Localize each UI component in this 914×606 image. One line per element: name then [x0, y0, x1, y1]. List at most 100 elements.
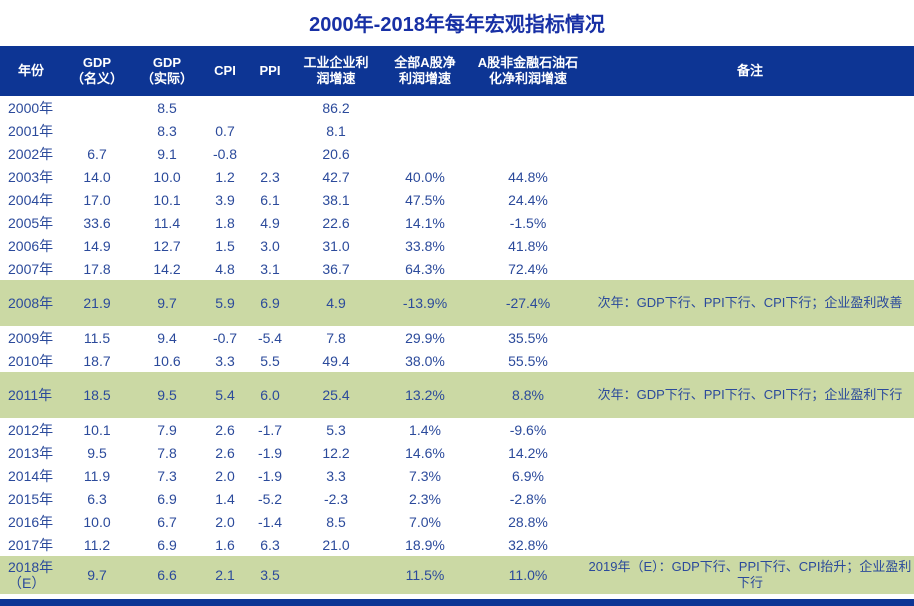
cell-industrial-profit-growth: 31.0 [322, 237, 350, 254]
cell-ppi: 3.1 [260, 260, 280, 277]
cell-note [586, 326, 914, 349]
cell-a-share-profit-growth [380, 119, 470, 142]
cell-gdp-real: 9.5 [132, 372, 202, 418]
cell-a-share-profit-growth: 40.0% [405, 168, 445, 185]
cell-year: 2010年 [8, 352, 54, 369]
cell-cpi: -0.7 [212, 329, 238, 346]
cell-ppi: 2.3 [260, 168, 280, 185]
table-row: 2016年 10.0 6.7 2.0 -1.4 8.5 7.0% 28.8% [0, 510, 914, 533]
page-title: 2000年-2018年每年宏观指标情况 [309, 14, 605, 36]
cell-industrial-profit-growth [292, 556, 380, 594]
cell-gdp-nominal [62, 119, 132, 142]
header-row: 年份 GDP （名义） GDP （实际） CPI PPI 工业企业利 润增速 全… [0, 46, 914, 96]
cell-a-share-profit-growth: 2.3% [409, 490, 441, 507]
cell-ppi [248, 119, 292, 142]
cell-a-share-nonfin-profit-growth [470, 119, 586, 142]
cell-a-share-profit-growth: 13.2% [380, 372, 470, 418]
cell-ppi: 6.3 [260, 536, 280, 553]
cell-note [586, 142, 914, 165]
header-gdp-real: GDP （实际） [132, 46, 202, 96]
cell-industrial-profit-growth: 36.7 [322, 260, 350, 277]
cell-industrial-profit-growth: 8.1 [326, 122, 346, 139]
cell-a-share-profit-growth: 64.3% [405, 260, 445, 277]
cell-gdp-nominal: 18.7 [83, 352, 111, 369]
cell-note [586, 441, 914, 464]
cell-year: 2007年 [8, 260, 54, 277]
cell-gdp-real: 7.3 [157, 467, 177, 484]
cell-gdp-nominal: 11.9 [83, 467, 111, 484]
cell-cpi: 2.1 [202, 556, 248, 594]
cell-ppi: -1.9 [257, 467, 283, 484]
cell-cpi: 1.6 [215, 536, 235, 553]
cell-gdp-nominal: 9.5 [87, 444, 107, 461]
cell-industrial-profit-growth: 5.3 [326, 421, 346, 438]
cell-ppi [248, 142, 292, 165]
cell-year: 2006年 [8, 237, 54, 254]
cell-a-share-profit-growth: 38.0% [405, 352, 445, 369]
cell-a-share-profit-growth: 1.4% [409, 421, 441, 438]
cell-a-share-nonfin-profit-growth: 32.8% [508, 536, 548, 553]
cell-ppi: -1.4 [257, 513, 283, 530]
cell-industrial-profit-growth: 25.4 [292, 372, 380, 418]
cell-a-share-nonfin-profit-growth: -27.4% [470, 280, 586, 326]
cell-year: 2003年 [8, 168, 54, 185]
cell-year: 2013年 [8, 444, 54, 461]
cell-note: 次年：GDP下行、PPI下行、CPI下行；企业盈利改善 [586, 280, 914, 326]
header-industrial-profit-growth: 工业企业利 润增速 [292, 46, 380, 96]
cell-note [586, 234, 914, 257]
table-row: 2005年 33.6 11.4 1.8 4.9 22.6 14.1% -1.5% [0, 211, 914, 234]
cell-gdp-real: 9.1 [157, 145, 177, 162]
cell-gdp-nominal: 11.5 [83, 329, 111, 346]
table-row: 2009年 11.5 9.4 -0.7 -5.4 7.8 29.9% 35.5% [0, 326, 914, 349]
cell-industrial-profit-growth: 4.9 [292, 280, 380, 326]
cell-note [586, 487, 914, 510]
bottom-bar [0, 599, 914, 606]
cell-ppi: 6.0 [248, 372, 292, 418]
cell-cpi: 0.7 [215, 122, 235, 139]
cell-cpi: 4.8 [215, 260, 235, 277]
cell-year: 2016年 [8, 513, 54, 530]
cell-industrial-profit-growth: -2.3 [323, 490, 349, 507]
cell-gdp-nominal: 21.9 [62, 280, 132, 326]
cell-year: 2011年 [0, 372, 62, 418]
cell-gdp-nominal: 10.0 [83, 513, 111, 530]
header-gdp-nominal: GDP （名义） [62, 46, 132, 96]
table-row: 2006年 14.9 12.7 1.5 3.0 31.0 33.8% 41.8% [0, 234, 914, 257]
cell-ppi: 3.0 [260, 237, 280, 254]
cell-gdp-nominal: 6.3 [87, 490, 107, 507]
cell-cpi: 1.2 [215, 168, 235, 185]
cell-a-share-nonfin-profit-growth: 44.8% [508, 168, 548, 185]
cell-gdp-real: 6.6 [132, 556, 202, 594]
cell-cpi: 2.6 [215, 444, 235, 461]
cell-ppi: -1.7 [257, 421, 283, 438]
cell-ppi: 3.5 [248, 556, 292, 594]
cell-a-share-profit-growth [380, 96, 470, 119]
cell-note [586, 349, 914, 372]
cell-a-share-nonfin-profit-growth: 55.5% [508, 352, 548, 369]
table-row: 2014年 11.9 7.3 2.0 -1.9 3.3 7.3% 6.9% [0, 464, 914, 487]
header-year: 年份 [0, 46, 62, 96]
cell-industrial-profit-growth: 3.3 [326, 467, 346, 484]
macro-indicators-table: 年份 GDP （名义） GDP （实际） CPI PPI 工业企业利 润增速 全… [0, 46, 914, 594]
cell-a-share-nonfin-profit-growth: 11.0% [470, 556, 586, 594]
cell-note [586, 96, 914, 119]
cell-cpi: 3.9 [215, 191, 235, 208]
cell-ppi [248, 96, 292, 119]
header-cpi: CPI [202, 46, 248, 96]
cell-a-share-profit-growth: 7.3% [409, 467, 441, 484]
cell-a-share-profit-growth [380, 142, 470, 165]
table-row: 2011年 18.5 9.5 5.4 6.0 25.4 13.2% 8.8% 次年：GDP下行、… [0, 372, 914, 418]
cell-a-share-nonfin-profit-growth: 28.8% [508, 513, 548, 530]
cell-industrial-profit-growth: 20.6 [322, 145, 350, 162]
cell-gdp-nominal: 17.0 [83, 191, 111, 208]
cell-note [586, 418, 914, 441]
cell-note [586, 510, 914, 533]
cell-cpi [202, 96, 248, 119]
header-ppi: PPI [248, 46, 292, 96]
table-row: 2004年 17.0 10.1 3.9 6.1 38.1 47.5% 24.4% [0, 188, 914, 211]
cell-a-share-nonfin-profit-growth: 41.8% [508, 237, 548, 254]
cell-a-share-nonfin-profit-growth [470, 96, 586, 119]
cell-a-share-nonfin-profit-growth: 24.4% [508, 191, 548, 208]
cell-year: 2009年 [8, 329, 54, 346]
cell-a-share-profit-growth: -13.9% [380, 280, 470, 326]
